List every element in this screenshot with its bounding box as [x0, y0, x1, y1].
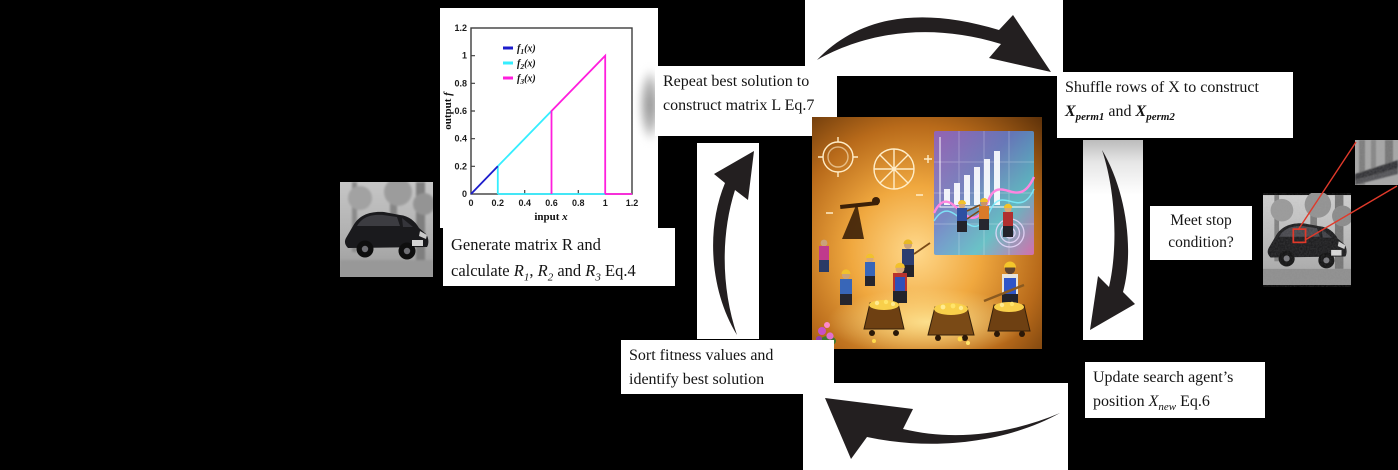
- shuffle-line2: Xperm1 and Xperm2: [1065, 103, 1175, 124]
- update-line1: Update search agent’s: [1093, 369, 1234, 386]
- f3-line: [550, 53, 632, 195]
- f1-line: [470, 165, 499, 195]
- overlay-chart-panel: [932, 131, 1036, 255]
- x-tick-labels: 0 0.2 0.4 0.6 0.8 1 1.2: [468, 198, 638, 208]
- cycle-arrow-right: [1090, 150, 1135, 330]
- gold-carts: [863, 299, 1031, 345]
- car-body: [344, 211, 429, 260]
- shuffle-rows-box: Shuffle rows of X to construct Xperm1 an…: [1057, 72, 1293, 138]
- zoom-crop-texture: [1355, 140, 1398, 185]
- cycle-arrow-bottom-patch: [803, 383, 1068, 470]
- sort-fitness-box: Sort fitness values and identify best so…: [621, 340, 834, 394]
- membership-chart-panel: f1(x) f2(x) f3(x) 0 0.2 0.4 0.6 0.8 1 1.…: [440, 8, 658, 228]
- trees-background: [340, 182, 433, 277]
- repeat-solution-box: Repeat best solution to construct matrix…: [655, 66, 837, 136]
- overlay-bars: [944, 151, 1000, 205]
- repeat-line2: construct matrix L Eq.7: [663, 97, 815, 114]
- gold-mining-artwork: [812, 117, 1042, 349]
- x-axis-label: input x: [534, 211, 568, 223]
- legend-entry-f2: f2(x): [517, 59, 536, 72]
- cycle-arrow-right-patch: [1083, 140, 1143, 340]
- meet-line1: Meet stop: [1170, 212, 1232, 229]
- cycle-arrow-top-patch: [805, 0, 1063, 76]
- meet-stop-box: Meet stop condition?: [1150, 206, 1252, 260]
- svg-text:0.6: 0.6: [454, 106, 467, 116]
- svg-text:0.2: 0.2: [492, 198, 505, 208]
- sort-line1: Sort fitness values and: [629, 347, 774, 364]
- svg-text:1.2: 1.2: [626, 198, 639, 208]
- svg-text:1: 1: [603, 198, 608, 208]
- membership-functions-chart: f1(x) f2(x) f3(x) 0 0.2 0.4 0.6 0.8 1 1.…: [442, 23, 638, 223]
- svg-text:0.6: 0.6: [545, 198, 558, 208]
- svg-text:0.4: 0.4: [454, 134, 467, 144]
- repeat-line1: Repeat best solution to: [663, 73, 810, 90]
- cycle-arrow-top: [817, 15, 1051, 72]
- y-axis-label: output f: [442, 91, 454, 130]
- svg-text:1.2: 1.2: [454, 23, 467, 33]
- legend-entry-f1: f1(x): [517, 44, 536, 57]
- central-illustration: [812, 117, 1042, 349]
- legend-entry-f3: f3(x): [517, 74, 536, 87]
- cycle-arrow-bottom: [825, 398, 1060, 459]
- car-segmented-illustration: [1263, 193, 1351, 285]
- chart-legend: f1(x) f2(x) f3(x): [503, 44, 536, 87]
- chart-series-lines: [470, 53, 632, 195]
- meet-line2: condition?: [1168, 234, 1234, 252]
- input-car-image: [340, 182, 433, 277]
- dial-lineart: [818, 137, 932, 214]
- zoom-detail-crop: [1355, 140, 1398, 185]
- generate-line2: calculate R1, R2 and R3 Eq.4: [451, 260, 636, 283]
- update-line2: position Xnew Eq.6: [1093, 393, 1210, 414]
- sort-line2: identify best solution: [629, 371, 765, 388]
- svg-text:1: 1: [462, 51, 467, 61]
- car-photo-illustration: [340, 182, 433, 277]
- svg-text:0: 0: [462, 189, 467, 199]
- miners: [819, 198, 1025, 308]
- cycle-arrow-left-patch: [697, 143, 759, 339]
- generate-matrix-box: Generate matrix R and calculate R1, R2 a…: [443, 228, 675, 286]
- svg-text:0.8: 0.8: [572, 198, 585, 208]
- shuffle-line1: Shuffle rows of X to construct: [1065, 79, 1259, 96]
- svg-text:0.4: 0.4: [518, 198, 531, 208]
- oil-derrick: [840, 197, 880, 239]
- output-car-image: [1263, 193, 1351, 287]
- svg-text:0: 0: [468, 198, 473, 208]
- svg-text:0.8: 0.8: [454, 78, 467, 88]
- generate-line1: Generate matrix R and: [451, 235, 601, 254]
- y-tick-labels: 0 0.2 0.4 0.6 0.8 1 1.2: [454, 23, 467, 199]
- cycle-arrow-left: [713, 151, 754, 335]
- update-position-box: Update search agent’s position Xnew Eq.6: [1085, 362, 1265, 418]
- svg-text:0.2: 0.2: [454, 161, 467, 171]
